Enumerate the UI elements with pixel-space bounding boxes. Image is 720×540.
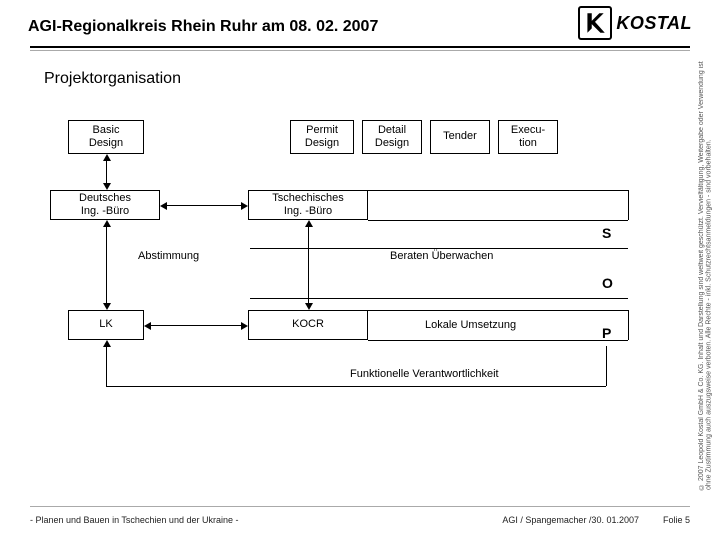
phase-execution: Execu- tion bbox=[498, 120, 558, 154]
phase-basic: Basic Design bbox=[68, 120, 144, 154]
org-cz-label: Tschechisches Ing. -Büro bbox=[272, 192, 344, 218]
arrow-head-right-icon bbox=[241, 202, 248, 210]
footer-right: Folie 5 bbox=[663, 515, 690, 525]
bracket-h bbox=[106, 386, 606, 387]
arrow-head-right-icon bbox=[241, 322, 248, 330]
logo-icon bbox=[578, 6, 612, 40]
arrow-lk-kocr bbox=[150, 325, 242, 326]
line-cz-bottom bbox=[368, 220, 628, 221]
org-de: Deutsches Ing. -Büro bbox=[50, 190, 160, 220]
line-cz-right bbox=[628, 190, 629, 220]
label-beraten: Beraten Überwachen bbox=[390, 250, 493, 262]
logo-text: KOSTAL bbox=[616, 13, 692, 34]
org-cz: Tschechisches Ing. -Büro bbox=[248, 190, 368, 220]
arrow-basic-de bbox=[106, 160, 107, 184]
line-kocr-right bbox=[628, 310, 629, 340]
arrow-head-left-icon bbox=[160, 202, 167, 210]
phase-execution-label: Execu- tion bbox=[511, 124, 545, 150]
slide: AGI-Regionalkreis Rhein Ruhr am 08. 02. … bbox=[0, 0, 720, 540]
arrow-head-left-icon bbox=[144, 322, 151, 330]
org-lk: LK bbox=[68, 310, 144, 340]
arrow-head-up-icon bbox=[305, 220, 313, 227]
diagram: Basic Design Permit Design Detail Design… bbox=[50, 120, 630, 440]
section-title: Projektorganisation bbox=[44, 70, 181, 88]
arrow-de-cz bbox=[166, 205, 242, 206]
line-kocr-top bbox=[368, 310, 628, 311]
arrow-head-up-icon bbox=[103, 220, 111, 227]
footer-mid: AGI / Spangemacher /30. 01.2007 bbox=[502, 515, 639, 525]
bracket-left-v bbox=[106, 346, 107, 386]
label-funcresp: Funktionelle Verantwortlichkeit bbox=[350, 368, 499, 380]
org-lk-label: LK bbox=[99, 318, 112, 331]
phase-tender: Tender bbox=[430, 120, 490, 154]
org-kocr-label: KOCR bbox=[292, 318, 324, 331]
phase-permit-label: Permit Design bbox=[305, 124, 339, 150]
phase-basic-label: Basic Design bbox=[89, 124, 123, 150]
header-rule-thin bbox=[30, 50, 690, 51]
header-rule-thick bbox=[30, 46, 690, 48]
phase-detail-label: Detail Design bbox=[375, 124, 409, 150]
phase-detail: Detail Design bbox=[362, 120, 422, 154]
phase-permit: Permit Design bbox=[290, 120, 354, 154]
arrow-head-down-icon bbox=[103, 183, 111, 190]
label-abstimmung: Abstimmung bbox=[138, 250, 199, 262]
footer-left: - Planen und Bauen in Tschechien und der… bbox=[30, 515, 502, 525]
arrow-head-up-icon bbox=[103, 154, 111, 161]
line-kocr-bottom bbox=[368, 340, 628, 341]
org-kocr: KOCR bbox=[248, 310, 368, 340]
line-cz-top bbox=[368, 190, 628, 191]
bracket-tick-left bbox=[103, 340, 111, 347]
arrow-head-down-icon bbox=[103, 303, 111, 310]
org-de-label: Deutsches Ing. -Büro bbox=[79, 192, 131, 218]
label-lokale: Lokale Umsetzung bbox=[425, 319, 516, 331]
sep-o-p bbox=[250, 298, 628, 299]
arrow-cz-kocr bbox=[308, 226, 309, 304]
sop-o: O bbox=[602, 275, 613, 291]
arrow-head-down-icon bbox=[305, 303, 313, 310]
footer: - Planen und Bauen in Tschechien und der… bbox=[30, 506, 690, 528]
phase-tender-label: Tender bbox=[443, 130, 477, 143]
sop-p: P bbox=[602, 325, 611, 341]
bracket-right-v bbox=[606, 346, 607, 386]
sep-s-o bbox=[250, 248, 628, 249]
copyright-vertical: © 2007 Leopold Kostal GmbH & Co. KG. Inh… bbox=[698, 60, 712, 490]
logo: KOSTAL bbox=[578, 6, 692, 40]
logo-box: KOSTAL bbox=[578, 6, 692, 40]
header: AGI-Regionalkreis Rhein Ruhr am 08. 02. … bbox=[28, 12, 692, 42]
arrow-de-lk bbox=[106, 226, 107, 304]
sop-s: S bbox=[602, 225, 611, 241]
